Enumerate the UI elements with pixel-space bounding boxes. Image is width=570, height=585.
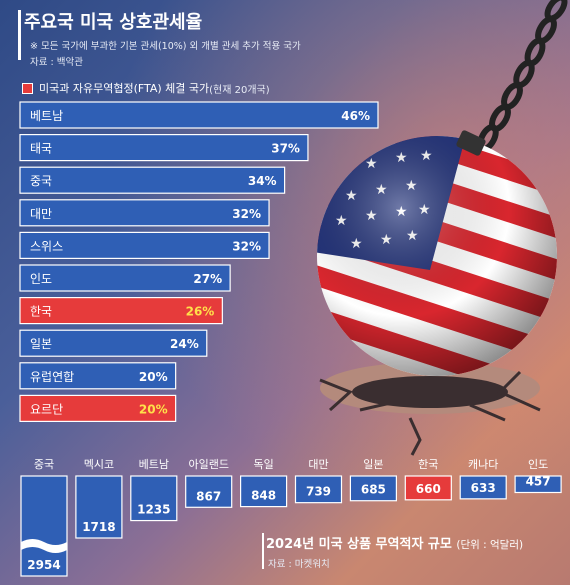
tariff-value-label: 24% xyxy=(170,337,199,351)
tariff-category-label: 일본 xyxy=(30,337,52,351)
deficit-bar xyxy=(349,475,397,502)
tariff-bar xyxy=(19,199,270,227)
chart-note: ※ 모든 국가에 부과한 기본 관세(10%) 외 개별 관세 추가 적용 국가 xyxy=(30,41,301,52)
footer-title: 2024년 미국 상품 무역적자 규모 (단위 : 억달러) xyxy=(266,533,523,552)
deficit-value-label: 739 xyxy=(306,485,331,499)
deficit-bar xyxy=(240,475,288,508)
tariff-value-label: 27% xyxy=(193,272,222,286)
deficit-bar xyxy=(294,475,343,504)
deficit-category-label: 중국 xyxy=(34,458,54,471)
legend-swatch-fta xyxy=(22,82,33,94)
tariff-category-label: 요르단 xyxy=(30,402,63,416)
svg-text:★: ★ xyxy=(335,163,348,179)
tariff-value-label: 26% xyxy=(186,305,215,319)
deficit-bar xyxy=(185,475,233,508)
deficit-value-label: 848 xyxy=(251,489,276,503)
tariff-bar xyxy=(19,101,379,129)
deficit-value-label: 660 xyxy=(416,482,441,496)
deficit-bar xyxy=(20,475,68,577)
tariff-value-label: 32% xyxy=(232,207,261,221)
tariff-value-label: 32% xyxy=(232,239,261,253)
tariff-category-label: 유럽연합 xyxy=(30,370,74,384)
tariff-bar xyxy=(19,166,286,194)
tariff-category-label: 베트남 xyxy=(30,109,63,123)
deficit-value-label: 1718 xyxy=(82,520,115,534)
tariff-value-label: 34% xyxy=(248,174,277,188)
deficit-category-label: 독일 xyxy=(253,457,273,471)
chart-title: 주요국 미국 상호관세율 xyxy=(24,12,203,33)
deficit-category-label: 베트남 xyxy=(139,458,169,471)
deficit-value-label: 2954 xyxy=(27,558,60,572)
tariff-value-label: 37% xyxy=(271,142,300,156)
deficit-bar xyxy=(459,475,507,500)
deficit-value-label: 1235 xyxy=(137,503,170,517)
tariff-bar xyxy=(19,231,270,259)
deficit-value-label: 457 xyxy=(526,474,551,488)
deficit-category-label: 인도 xyxy=(528,458,548,471)
crater-cracks-icon xyxy=(319,362,541,456)
tariff-category-label: 대만 xyxy=(30,207,52,221)
footer-unit: (단위 : 억달러) xyxy=(456,539,524,551)
tariff-category-label: 인도 xyxy=(30,272,52,286)
deficit-category-label: 한국 xyxy=(418,458,438,471)
footer-title-text: 2024년 미국 상품 무역적자 규모 xyxy=(266,537,452,552)
legend-sublabel: (현재 20개국) xyxy=(209,84,270,96)
deficit-category-label: 아일랜드 xyxy=(188,457,228,471)
deficit-category-label: 대만 xyxy=(308,458,328,471)
tariff-value-label: 46% xyxy=(341,109,370,123)
axis-break-icon xyxy=(21,539,67,553)
deficit-bar xyxy=(75,475,123,539)
deficit-value-label: 685 xyxy=(361,483,386,497)
deficit-value-label: 867 xyxy=(196,489,221,503)
us-flag-wrecking-ball-icon: ★★★★ ★★★ ★★★★ ★★★ xyxy=(317,130,557,376)
legend: 미국과 자유무역협정(FTA) 체결 국가 (현재 20개국) xyxy=(22,80,270,96)
chart-source: 자료 : 백악관 xyxy=(30,57,83,68)
deficit-category-label: 캐나다 xyxy=(468,458,498,471)
tariff-value-label: 20% xyxy=(139,370,168,384)
tariff-bar xyxy=(19,134,309,162)
tariff-bar xyxy=(19,329,208,357)
title-accent-bar xyxy=(18,10,21,60)
deficit-bar xyxy=(404,475,452,501)
tariff-bar xyxy=(19,362,177,390)
tariff-category-label: 태국 xyxy=(30,142,52,156)
tariff-category-label: 중국 xyxy=(30,174,52,188)
tariff-category-label: 스위스 xyxy=(30,239,63,253)
deficit-category-label: 일본 xyxy=(363,457,383,471)
tariff-bar xyxy=(19,297,223,325)
legend-label: 미국과 자유무역협정(FTA) 체결 국가 xyxy=(39,82,210,95)
tariff-category-label: 한국 xyxy=(30,305,52,319)
deficit-value-label: 633 xyxy=(471,481,496,495)
deficit-bar xyxy=(514,475,562,494)
tariff-value-label: 20% xyxy=(139,402,168,416)
tariff-bar xyxy=(19,394,177,422)
tariff-bar xyxy=(19,264,231,292)
chain-icon xyxy=(477,0,568,152)
deficit-category-label: 멕시코 xyxy=(84,458,114,471)
footer-source: 자료 : 마켓워치 xyxy=(268,559,330,570)
footer-accent-bar xyxy=(262,533,264,569)
deficit-bar xyxy=(130,475,178,522)
